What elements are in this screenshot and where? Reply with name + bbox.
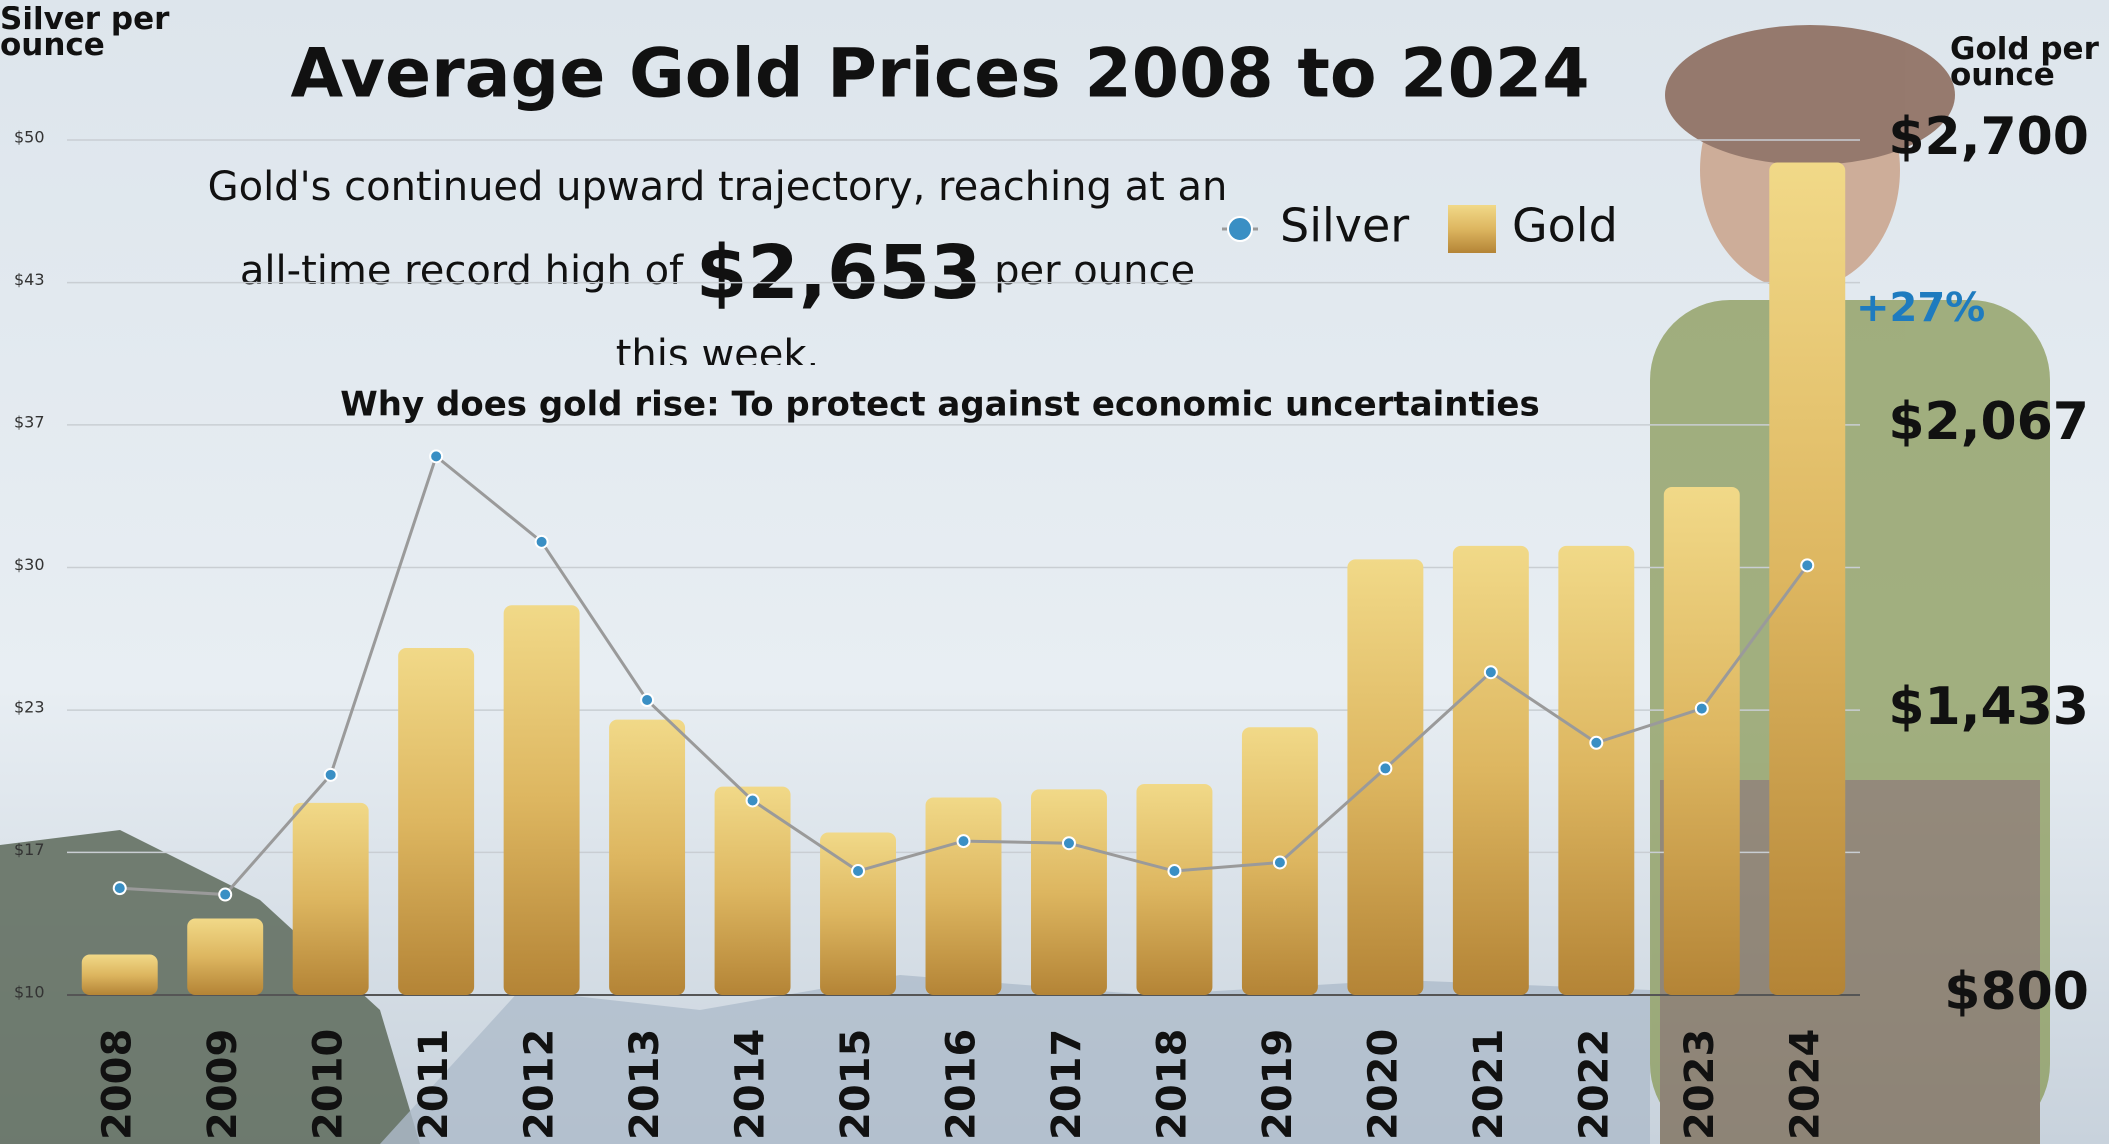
legend-label: Silver xyxy=(1280,199,1409,253)
bar xyxy=(1136,783,1213,995)
point xyxy=(1272,855,1287,870)
point xyxy=(1589,735,1604,750)
bar xyxy=(398,648,475,995)
point xyxy=(640,693,655,708)
x-tick-label: 2020 xyxy=(1360,1029,1406,1140)
bar xyxy=(81,954,158,995)
point xyxy=(534,534,549,549)
x-tick-label: 2014 xyxy=(728,1029,774,1140)
y-axis-title: Silver per ounce xyxy=(0,6,170,63)
legend-marker xyxy=(1448,205,1496,253)
point xyxy=(429,449,444,464)
x-tick-label: 2011 xyxy=(411,1029,457,1140)
y-tick-label: $30 xyxy=(14,555,45,574)
y-label-box: Silver per ounce xyxy=(0,6,170,63)
bar xyxy=(187,918,264,995)
bar xyxy=(1769,162,1846,995)
bar xyxy=(1558,545,1635,995)
point xyxy=(1378,761,1393,776)
y-tick-label: $43 xyxy=(14,270,45,289)
point xyxy=(1061,836,1076,851)
bar xyxy=(1031,789,1107,995)
bar xyxy=(1663,486,1740,995)
y-tick-label: $23 xyxy=(14,698,45,717)
bar xyxy=(1452,545,1529,995)
point xyxy=(1694,701,1709,716)
bar xyxy=(820,832,896,995)
subtitle-box: Gold's continued upward trajectory, reac… xyxy=(207,164,1228,365)
y-tick-label: $50 xyxy=(14,128,45,147)
y2-tick-label: $2,700 xyxy=(1888,107,2089,167)
x-tick-label: 2019 xyxy=(1255,1029,1301,1140)
point xyxy=(745,793,760,808)
x-tick-label: 2017 xyxy=(1044,1029,1090,1140)
change-label: +27% xyxy=(1856,285,1985,331)
x-tick-label: 2024 xyxy=(1782,1029,1828,1140)
subtitle-end: per ounce this week. xyxy=(615,248,1196,365)
x-tick-label: 2009 xyxy=(200,1029,246,1140)
x-tick-label: 2016 xyxy=(939,1029,985,1140)
bar xyxy=(292,802,369,995)
x-tick-label: 2018 xyxy=(1149,1029,1195,1140)
y-tick-label: $17 xyxy=(14,840,45,859)
bar xyxy=(503,605,580,995)
y2-tick-label: $2,067 xyxy=(1888,392,2089,452)
point xyxy=(218,887,233,902)
x-tick-label: 2012 xyxy=(517,1029,563,1140)
chart-title: Average Gold Prices 2008 to 2024 xyxy=(290,35,1589,114)
y-tick-label: $10 xyxy=(14,983,45,1002)
bar xyxy=(609,719,686,995)
subtitle: Gold's continued upward trajectory, reac… xyxy=(207,164,1228,294)
x-tick-label: 2021 xyxy=(1466,1029,1512,1140)
point xyxy=(1800,558,1815,573)
point xyxy=(956,834,971,849)
annotation: Why does gold rise: To protect against e… xyxy=(340,385,1539,425)
y2-axis-title: Gold per ounce xyxy=(1950,36,2099,93)
y2-tick-label: $1,433 xyxy=(1888,677,2089,737)
y2-tick-label: $800 xyxy=(1944,962,2089,1022)
bar xyxy=(714,786,791,995)
x-tick-label: 2015 xyxy=(833,1029,879,1140)
point xyxy=(851,864,866,879)
y2-label-box: Gold per ounce xyxy=(1950,36,2099,93)
point xyxy=(112,881,127,896)
legend-marker xyxy=(1227,216,1253,242)
bar xyxy=(925,797,1002,995)
y-tick-label: $37 xyxy=(14,412,45,431)
bar xyxy=(1347,559,1424,995)
legend-label: Gold xyxy=(1512,199,1618,253)
x-tick-label: 2022 xyxy=(1571,1029,1617,1140)
mountains xyxy=(380,975,1650,1144)
x-tick-label: 2008 xyxy=(95,1029,141,1140)
point xyxy=(323,767,338,782)
subtitle-highlight: $2,653 xyxy=(695,230,982,316)
point xyxy=(1167,864,1182,879)
x-tick-label: 2023 xyxy=(1677,1029,1723,1140)
x-tick-label: 2013 xyxy=(622,1029,668,1140)
point xyxy=(1483,665,1498,680)
x-tick-label: 2010 xyxy=(306,1029,352,1140)
